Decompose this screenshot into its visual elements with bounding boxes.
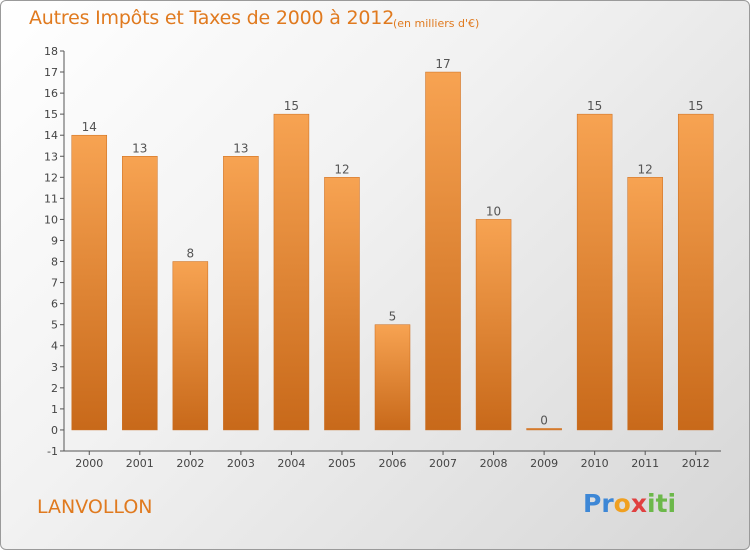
x-tick-label: 2007 bbox=[429, 457, 457, 470]
bar bbox=[324, 177, 360, 431]
y-tick-label: 3 bbox=[51, 361, 58, 374]
bar bbox=[576, 113, 613, 431]
data-label: 13 bbox=[132, 141, 147, 155]
y-tick-label: 10 bbox=[44, 213, 58, 226]
bar bbox=[122, 156, 158, 431]
y-tick-label: 15 bbox=[44, 108, 58, 121]
bar bbox=[273, 113, 310, 431]
y-tick-label: 1 bbox=[51, 403, 58, 416]
y-tick-label: 14 bbox=[44, 129, 58, 142]
x-tick-label: 2010 bbox=[581, 457, 609, 470]
x-tick-label: 2012 bbox=[682, 457, 710, 470]
bar bbox=[172, 261, 209, 431]
y-tick-label: 2 bbox=[51, 382, 58, 395]
x-tick-label: 2011 bbox=[631, 457, 659, 470]
x-tick-label: 2005 bbox=[328, 457, 356, 470]
data-label: 15 bbox=[587, 99, 602, 113]
bar bbox=[627, 177, 663, 431]
data-label: 8 bbox=[187, 247, 195, 261]
bar-series: 14 13 8 13 15 12 5 17 10 0 15 12 15 bbox=[71, 57, 714, 431]
y-tick-label: 6 bbox=[51, 298, 58, 311]
x-tick-label: 2000 bbox=[75, 457, 103, 470]
chart-title: Autres Impôts et Taxes de 2000 à 2012 bbox=[29, 7, 395, 29]
data-label: 15 bbox=[688, 99, 703, 113]
bar bbox=[374, 324, 411, 431]
data-label: 17 bbox=[435, 57, 450, 71]
bar bbox=[526, 428, 562, 431]
bar bbox=[71, 134, 108, 431]
x-tick-label: 2009 bbox=[530, 457, 558, 470]
proxiti-logo[interactable]: Proxiti bbox=[583, 489, 677, 518]
x-tick-label: 2008 bbox=[480, 457, 508, 470]
bar bbox=[475, 219, 512, 431]
y-tick-label: 18 bbox=[44, 45, 58, 58]
y-tick-label: 7 bbox=[51, 277, 58, 290]
y-tick-label: 5 bbox=[51, 319, 58, 332]
y-tick-label: 17 bbox=[44, 66, 58, 79]
data-label: 14 bbox=[82, 120, 97, 134]
y-tick-label: 9 bbox=[51, 234, 58, 247]
data-label: 5 bbox=[389, 310, 397, 324]
town-name: LANVOLLON bbox=[37, 496, 153, 518]
x-tick-label: 2006 bbox=[379, 457, 407, 470]
data-label: 12 bbox=[638, 162, 653, 176]
bar bbox=[425, 71, 461, 431]
y-tick-label: -1 bbox=[47, 445, 58, 458]
data-label: 15 bbox=[284, 99, 299, 113]
y-tick-label: 8 bbox=[51, 256, 58, 269]
y-tick-label: 13 bbox=[44, 150, 58, 163]
data-label: 13 bbox=[233, 141, 248, 155]
bar bbox=[223, 156, 259, 431]
y-tick-label: 16 bbox=[44, 87, 58, 100]
y-tick-label: 0 bbox=[51, 424, 58, 437]
x-tick-label: 2001 bbox=[126, 457, 154, 470]
x-tick-label: 2002 bbox=[176, 457, 204, 470]
x-tick-label: 2004 bbox=[277, 457, 305, 470]
x-tick-label: 2003 bbox=[227, 457, 255, 470]
bar bbox=[677, 113, 714, 431]
chart-unit: (en milliers d'€) bbox=[393, 17, 480, 30]
y-tick-label: 11 bbox=[44, 192, 58, 205]
data-label: 12 bbox=[334, 162, 349, 176]
data-label: 0 bbox=[540, 413, 548, 427]
y-tick-label: 12 bbox=[44, 171, 58, 184]
data-label: 10 bbox=[486, 204, 501, 218]
y-tick-label: 4 bbox=[51, 340, 58, 353]
